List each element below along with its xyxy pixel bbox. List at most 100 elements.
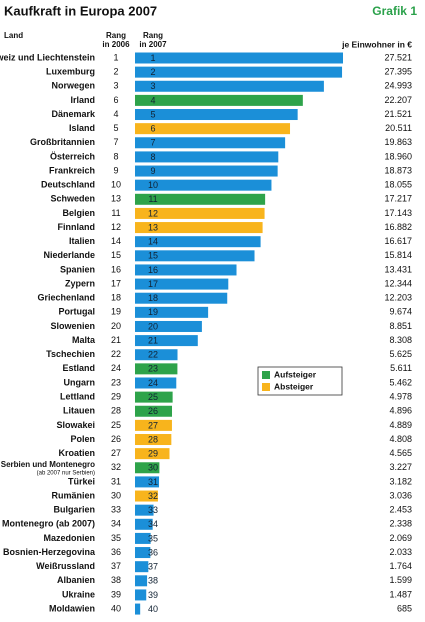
rank-2006: 15 bbox=[111, 250, 121, 260]
country-label: Polen bbox=[70, 434, 95, 444]
rank-2007: 40 bbox=[148, 604, 158, 614]
bar bbox=[135, 391, 173, 403]
value-label: 22.207 bbox=[384, 95, 412, 105]
bar bbox=[135, 207, 265, 219]
rank-2007: 37 bbox=[148, 562, 158, 572]
rank-2007: 24 bbox=[148, 378, 158, 388]
bar bbox=[135, 278, 229, 290]
bar bbox=[135, 292, 228, 304]
country-label: Kroatien bbox=[58, 448, 95, 458]
country-label: Montenegro (ab 2007) bbox=[2, 519, 95, 529]
bar bbox=[135, 476, 160, 488]
rank-2007: 1 bbox=[150, 53, 155, 63]
value-label: 12.344 bbox=[384, 278, 412, 288]
bar bbox=[135, 363, 178, 375]
bar bbox=[135, 448, 170, 460]
rank-2007: 5 bbox=[150, 109, 155, 119]
rank-2007: 13 bbox=[148, 222, 158, 232]
value-label: 18.873 bbox=[384, 165, 412, 175]
country-label: Schweiz und Liechtenstein bbox=[0, 52, 95, 62]
rank-2007: 39 bbox=[148, 590, 158, 600]
bar bbox=[135, 80, 324, 92]
country-label: Litauen bbox=[63, 406, 95, 416]
rank-2007: 8 bbox=[150, 152, 155, 162]
rank-2007: 35 bbox=[148, 533, 158, 543]
rank-2007: 18 bbox=[148, 293, 158, 303]
rank-2007: 38 bbox=[148, 576, 158, 586]
rank-2007: 9 bbox=[150, 166, 155, 176]
value-label: 13.431 bbox=[384, 264, 412, 274]
rank-2006: 39 bbox=[111, 589, 121, 599]
column-header: je Einwohner in € bbox=[341, 39, 412, 49]
country-label: Österreich bbox=[50, 151, 95, 161]
country-label: Frankreich bbox=[49, 165, 95, 175]
column-header: Rang in 2007 bbox=[139, 31, 167, 49]
rank-2006: 40 bbox=[111, 603, 121, 613]
value-label: 18.055 bbox=[384, 180, 412, 190]
bar bbox=[135, 405, 173, 417]
legend-label: Aufsteiger bbox=[274, 369, 317, 379]
rank-2007: 31 bbox=[148, 477, 158, 487]
rank-2006: 13 bbox=[111, 194, 121, 204]
legend-label: Absteiger bbox=[274, 381, 314, 391]
rank-2006: 5 bbox=[113, 123, 118, 133]
rank-2006: 12 bbox=[111, 222, 121, 232]
country-label: Island bbox=[69, 123, 95, 133]
country-label: Weißrussland bbox=[36, 561, 95, 571]
rank-2007: 11 bbox=[148, 194, 157, 204]
country-label: Slowakei bbox=[56, 420, 95, 430]
country-label: Malta bbox=[72, 335, 96, 345]
rank-2007: 30 bbox=[148, 463, 158, 473]
rank-2006: 9 bbox=[113, 165, 118, 175]
legend-swatch bbox=[262, 383, 270, 391]
rank-2006: 6 bbox=[113, 95, 118, 105]
rank-2006: 16 bbox=[111, 264, 121, 274]
column-header: Land bbox=[4, 31, 23, 40]
country-label: Zypern bbox=[65, 278, 95, 288]
value-label: 4.978 bbox=[389, 391, 412, 401]
country-label: Norwegen bbox=[51, 81, 95, 91]
bar bbox=[135, 52, 343, 64]
rank-2007: 3 bbox=[150, 81, 155, 91]
bar bbox=[135, 603, 141, 615]
bar bbox=[135, 193, 266, 205]
bar bbox=[135, 179, 272, 191]
bar bbox=[135, 264, 237, 276]
rank-2006: 33 bbox=[111, 505, 121, 515]
value-label: 1.599 bbox=[389, 575, 412, 585]
rank-2006: 29 bbox=[111, 391, 121, 401]
country-label: Irland bbox=[70, 95, 95, 105]
rank-2006: 18 bbox=[111, 293, 121, 303]
rank-2007: 14 bbox=[148, 237, 158, 247]
bar bbox=[135, 320, 202, 332]
country-label: Deutschland bbox=[41, 180, 95, 190]
chart-tag: Grafik 1 bbox=[372, 4, 417, 18]
bar bbox=[135, 109, 298, 121]
value-label: 685 bbox=[397, 603, 412, 613]
rank-2007: 33 bbox=[148, 505, 158, 515]
country-label: Lettland bbox=[60, 391, 95, 401]
rank-2007: 22 bbox=[148, 350, 158, 360]
country-label: Dänemark bbox=[51, 109, 96, 119]
rank-2006: 24 bbox=[111, 363, 121, 373]
value-label: 16.617 bbox=[384, 236, 412, 246]
bar bbox=[135, 589, 147, 601]
rank-2006: 11 bbox=[111, 208, 120, 218]
bar bbox=[135, 575, 148, 587]
legend-box bbox=[257, 366, 343, 396]
rank-2007: 26 bbox=[148, 406, 158, 416]
bar bbox=[135, 137, 286, 149]
rank-2007: 20 bbox=[148, 321, 158, 331]
rank-2007: 12 bbox=[148, 208, 158, 218]
value-label: 4.565 bbox=[389, 448, 412, 458]
value-label: 3.182 bbox=[389, 476, 412, 486]
value-label: 5.462 bbox=[389, 377, 412, 387]
value-label: 2.338 bbox=[389, 519, 412, 529]
rank-2006: 37 bbox=[111, 561, 121, 571]
country-label: Portugal bbox=[58, 307, 95, 317]
bar bbox=[135, 123, 291, 135]
country-label: Rumänien bbox=[51, 490, 95, 500]
value-label: 16.882 bbox=[384, 222, 412, 232]
rank-2006: 25 bbox=[111, 420, 121, 430]
rank-2007: 16 bbox=[148, 265, 158, 275]
